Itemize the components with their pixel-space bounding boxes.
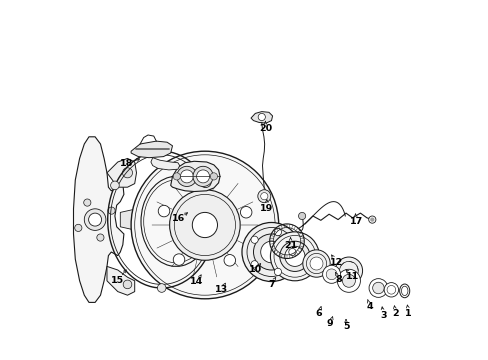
Polygon shape <box>131 141 172 158</box>
Circle shape <box>199 176 211 188</box>
Circle shape <box>279 241 309 271</box>
Text: 3: 3 <box>380 311 386 320</box>
Circle shape <box>274 268 281 275</box>
Circle shape <box>122 168 132 178</box>
Circle shape <box>257 190 270 203</box>
Circle shape <box>253 234 289 270</box>
Circle shape <box>110 181 119 190</box>
Polygon shape <box>170 161 220 192</box>
Text: 18: 18 <box>120 159 133 168</box>
Text: 21: 21 <box>284 241 297 250</box>
Circle shape <box>274 229 281 236</box>
Circle shape <box>75 224 82 231</box>
Text: 1: 1 <box>405 309 411 318</box>
Circle shape <box>372 282 384 294</box>
Text: 7: 7 <box>267 280 274 289</box>
Circle shape <box>173 254 184 265</box>
Circle shape <box>158 205 169 217</box>
Circle shape <box>203 181 212 190</box>
Text: 8: 8 <box>335 274 342 284</box>
Circle shape <box>342 274 355 287</box>
Circle shape <box>83 199 91 206</box>
Circle shape <box>173 173 180 180</box>
Text: 10: 10 <box>248 265 262 274</box>
Text: 12: 12 <box>329 258 343 266</box>
Circle shape <box>298 212 305 220</box>
Text: 17: 17 <box>349 217 362 226</box>
Text: 13: 13 <box>214 285 227 294</box>
Circle shape <box>258 113 265 121</box>
Circle shape <box>384 283 398 297</box>
Circle shape <box>224 255 235 266</box>
Circle shape <box>284 246 305 266</box>
Text: 19: 19 <box>260 204 273 212</box>
Circle shape <box>123 280 132 289</box>
Circle shape <box>270 232 319 281</box>
Polygon shape <box>73 137 123 302</box>
Text: 4: 4 <box>366 302 372 311</box>
Circle shape <box>108 207 115 214</box>
Text: 2: 2 <box>391 309 398 318</box>
Circle shape <box>192 212 217 238</box>
Circle shape <box>157 284 166 292</box>
Circle shape <box>196 170 209 183</box>
Circle shape <box>369 217 374 222</box>
Circle shape <box>260 241 282 263</box>
Circle shape <box>368 216 375 223</box>
Circle shape <box>325 269 336 280</box>
Circle shape <box>335 257 362 284</box>
Ellipse shape <box>399 284 409 298</box>
Circle shape <box>177 166 197 186</box>
Text: 20: 20 <box>258 124 271 133</box>
Text: 16: 16 <box>172 214 185 223</box>
Circle shape <box>242 222 301 282</box>
Polygon shape <box>107 266 134 295</box>
Circle shape <box>210 173 217 180</box>
Circle shape <box>309 257 322 270</box>
Text: 9: 9 <box>326 320 333 328</box>
Circle shape <box>84 209 106 230</box>
Circle shape <box>88 213 102 226</box>
Circle shape <box>368 279 387 297</box>
Circle shape <box>250 236 258 243</box>
Circle shape <box>260 193 267 200</box>
Polygon shape <box>120 209 151 230</box>
Circle shape <box>240 207 251 218</box>
Circle shape <box>288 248 295 256</box>
Text: 5: 5 <box>342 323 348 331</box>
Circle shape <box>302 250 329 277</box>
Circle shape <box>180 170 193 183</box>
Circle shape <box>337 269 360 292</box>
Circle shape <box>250 261 258 268</box>
Text: 15: 15 <box>111 276 124 284</box>
Circle shape <box>131 151 278 299</box>
Text: 14: 14 <box>190 277 203 286</box>
Circle shape <box>193 166 213 186</box>
Polygon shape <box>151 158 179 170</box>
Polygon shape <box>107 158 136 187</box>
Circle shape <box>322 265 340 283</box>
Text: 11: 11 <box>345 272 358 281</box>
Circle shape <box>97 234 104 241</box>
Text: 6: 6 <box>315 309 321 318</box>
Polygon shape <box>250 112 272 123</box>
Circle shape <box>169 190 240 260</box>
